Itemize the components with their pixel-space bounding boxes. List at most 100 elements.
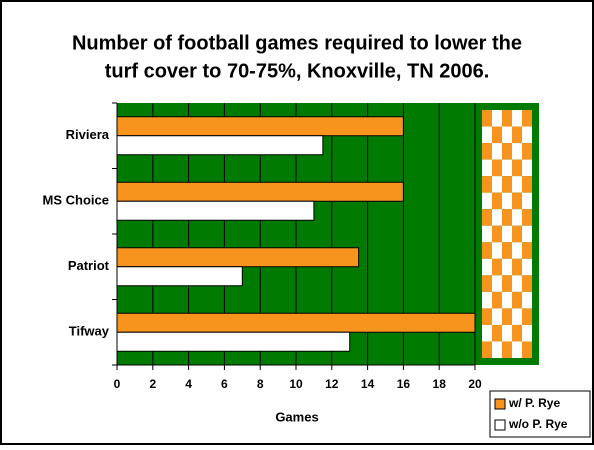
x-tick-label: 0	[114, 377, 121, 391]
end-zone-cell	[502, 291, 512, 309]
end-zone-cell	[492, 110, 502, 127]
end-zone-cell	[522, 159, 532, 177]
end-zone-cell	[512, 341, 522, 358]
end-zone-cell	[512, 308, 522, 325]
bar	[116, 135, 324, 156]
end-zone-cell	[522, 192, 532, 210]
end-zone-cell	[512, 225, 522, 243]
end-zone-cell	[482, 341, 492, 358]
end-zone-cell	[502, 242, 512, 259]
y-tick-label: MS Choice	[43, 193, 109, 208]
bar	[116, 116, 404, 137]
end-zone-cell	[522, 225, 532, 243]
end-zone-cell	[492, 225, 502, 243]
end-zone-cell	[502, 192, 512, 210]
end-zone-cell	[482, 159, 492, 177]
end-zone-cell	[502, 341, 512, 358]
end-zone-cell	[512, 275, 522, 292]
bar	[116, 200, 315, 221]
bar	[116, 312, 476, 333]
end-zone-cell	[492, 176, 502, 193]
end-zone-cell	[512, 324, 522, 342]
end-zone-cell	[512, 209, 522, 226]
end-zone-cell	[502, 126, 512, 144]
x-tick-label: 12	[325, 377, 339, 391]
end-zone-cell	[482, 324, 492, 342]
end-zone-cell	[522, 209, 532, 226]
end-zone-cell	[502, 308, 512, 325]
x-tick-label: 2	[149, 377, 156, 391]
end-zone-cell	[502, 159, 512, 177]
x-tick-label: 8	[257, 377, 264, 391]
end-zone-cell	[502, 258, 512, 276]
end-zone-cell	[512, 192, 522, 210]
end-zone-cell	[482, 275, 492, 292]
end-zone-cell	[522, 242, 532, 259]
x-axis-label: Games	[275, 409, 318, 424]
x-tick-label: 20	[468, 377, 482, 391]
x-tick-label: 16	[397, 377, 411, 391]
end-zone-cell	[492, 126, 502, 144]
x-tick-label: 10	[289, 377, 303, 391]
end-zone-cell	[512, 110, 522, 127]
end-zone-cell	[502, 209, 512, 226]
end-zone-cell	[492, 258, 502, 276]
end-zone-cell	[522, 308, 532, 325]
end-zone-cell	[492, 143, 502, 160]
end-zone-cell	[512, 143, 522, 160]
x-tick-label: 4	[185, 377, 192, 391]
end-zone-cell	[512, 126, 522, 144]
end-zone-cell	[522, 126, 532, 144]
end-zone-cell	[502, 275, 512, 292]
end-zone-cell	[482, 209, 492, 226]
end-zone-cell	[482, 308, 492, 325]
x-tick-label: 18	[433, 377, 447, 391]
end-zone-cell	[482, 126, 492, 144]
y-tick-label: Patriot	[68, 258, 110, 273]
x-tick-label: 14	[361, 377, 375, 391]
chart-title: Number of football games required to low…	[72, 32, 522, 54]
end-zone-cell	[502, 143, 512, 160]
end-zone-cell	[492, 275, 502, 292]
end-zone-cell	[482, 225, 492, 243]
end-zone-cell	[512, 159, 522, 177]
end-zone-cell	[502, 324, 512, 342]
end-zone-cell	[492, 341, 502, 358]
legend-label: w/ P. Rye	[508, 396, 560, 410]
y-tick-label: Riviera	[66, 127, 110, 142]
bar	[116, 331, 351, 352]
end-zone-cell	[522, 176, 532, 193]
end-zone-cell	[482, 176, 492, 193]
end-zone-cell	[492, 291, 502, 309]
end-zone-cell	[512, 291, 522, 309]
x-tick-label: 6	[221, 377, 228, 391]
end-zone-cell	[492, 242, 502, 259]
end-zone-cell	[522, 341, 532, 358]
end-zone-cell	[482, 110, 492, 127]
legend-swatch	[494, 419, 506, 431]
end-zone-cell	[522, 258, 532, 276]
end-zone-cell	[512, 258, 522, 276]
end-zone-cell	[482, 291, 492, 309]
end-zone-cell	[482, 192, 492, 210]
end-zone-cell	[482, 143, 492, 160]
end-zone-cell	[522, 143, 532, 160]
end-zone-cell	[522, 110, 532, 127]
end-zone-cell	[502, 110, 512, 127]
y-tick-label: Tifway	[69, 324, 110, 339]
end-zone-cell	[492, 159, 502, 177]
legend-swatch	[494, 398, 506, 410]
bar	[116, 247, 360, 268]
bar	[116, 266, 243, 287]
end-zone-cell	[502, 225, 512, 243]
end-zone-cell	[492, 209, 502, 226]
bar	[116, 181, 404, 202]
end-zone-cell	[522, 324, 532, 342]
end-zone-cell	[492, 324, 502, 342]
end-zone-cell	[522, 291, 532, 309]
end-zone-cell	[512, 242, 522, 259]
legend	[489, 390, 591, 438]
chart-title: turf cover to 70-75%, Knoxville, TN 2006…	[105, 60, 490, 82]
end-zone-cell	[482, 258, 492, 276]
